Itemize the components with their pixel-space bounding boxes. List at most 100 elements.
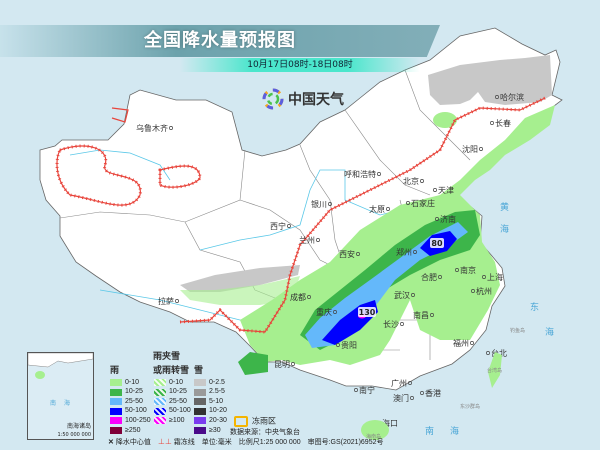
city-label: 哈尔滨	[500, 92, 524, 102]
footer-map-number: 审图号:GS(2021)6952号	[307, 439, 384, 446]
city-marker	[333, 310, 337, 314]
legend-item-label: 100-250	[125, 416, 151, 424]
footer-unit: 单位:毫米	[201, 439, 232, 446]
city-marker	[307, 295, 311, 299]
city-label: 拉萨	[158, 296, 174, 306]
footer-center-value: ✕ 降水中心值	[108, 439, 151, 446]
taiwan-island	[488, 352, 502, 388]
city-marker	[411, 293, 415, 297]
legend-swatch	[194, 417, 206, 425]
city-marker	[386, 207, 390, 211]
legend-rain-title: 雨	[110, 365, 120, 375]
city-marker	[316, 238, 320, 242]
inset-label: 南海诸岛	[66, 423, 91, 430]
legend-item-label: 10-25	[125, 388, 143, 396]
city-marker	[408, 381, 412, 385]
legend-snow-title: 雪	[194, 365, 204, 375]
city-label: 昆明	[274, 360, 290, 369]
legend-item-label: 10-20	[209, 407, 227, 415]
sea-label: 南	[425, 425, 434, 437]
city-marker	[470, 341, 474, 345]
city-label: 重庆	[316, 307, 332, 317]
island-label: 台湾岛	[487, 367, 502, 374]
legend-swatch	[110, 407, 122, 415]
data-source: 数据来源：中央气象台	[230, 429, 300, 436]
city-marker	[490, 121, 494, 125]
city-label: 海口	[382, 418, 398, 428]
city-marker	[455, 268, 459, 272]
legend-item-label: 20-30	[209, 416, 227, 424]
city-label: 北京	[403, 176, 419, 186]
legend-item-label: 25-50	[169, 397, 187, 405]
city-label: 台北	[491, 348, 507, 358]
city-marker	[377, 172, 381, 176]
city-marker	[328, 202, 332, 206]
city-marker	[433, 188, 437, 192]
city-label: 郑州	[396, 247, 412, 257]
snow-area-tibet	[180, 265, 300, 292]
freezing-rain-swatch	[234, 416, 248, 427]
legend-swatch	[110, 398, 122, 406]
city-label: 长春	[495, 118, 511, 128]
legend-swatch	[154, 407, 166, 415]
legend-item-label: 50-100	[125, 407, 147, 415]
legend-item-label: ≥250	[125, 426, 141, 434]
city-label: 沈阳	[462, 144, 478, 154]
max-value-label-1: 80	[430, 238, 444, 248]
sea-label: 黄	[500, 201, 509, 213]
city-label: 南京	[460, 265, 476, 275]
island-label: 海南岛	[366, 433, 381, 440]
rain-0-10-area	[240, 105, 555, 365]
footer-scale: 比例尺1:25 000 000	[238, 439, 301, 446]
city-marker	[479, 147, 483, 151]
city-label: 福州	[453, 339, 469, 348]
legend-swatch	[110, 388, 122, 396]
legend-item-label: ≥100	[169, 416, 185, 424]
city-label: 香港	[425, 388, 441, 398]
city-marker	[413, 250, 417, 254]
footer-frost-line: ⊥⊥ 霜冻线	[157, 439, 195, 446]
city-marker	[400, 322, 404, 326]
legend-swatch	[110, 417, 122, 425]
city-label: 武汉	[394, 290, 410, 300]
legend-item-label: 0-2.5	[209, 378, 225, 386]
legend-item-label: ≥30	[209, 426, 221, 434]
city-label: 太原	[369, 204, 385, 214]
legend-swatch	[154, 398, 166, 406]
logo-icon	[262, 88, 284, 110]
city-label: 合肥	[421, 272, 437, 282]
sleet-area-tibet	[180, 276, 300, 305]
city-marker	[410, 396, 414, 400]
legend-swatch	[154, 388, 166, 396]
city-label: 呼和浩特	[344, 169, 376, 179]
city-label: 长沙	[383, 319, 399, 329]
legend-sleet-title: 雨夹雪	[153, 351, 181, 361]
legend-swatch	[194, 388, 206, 396]
legend-freezing-rain: 冻雨区	[234, 416, 276, 427]
city-label: 乌鲁木齐	[136, 123, 168, 133]
city-marker	[169, 126, 173, 130]
city-marker	[438, 275, 442, 279]
island-label: 钓鱼岛	[510, 327, 525, 334]
city-label: 南昌	[413, 310, 429, 320]
frost-line-icon: ⊥⊥	[157, 439, 172, 446]
city-marker	[495, 95, 499, 99]
legend-swatch	[110, 379, 122, 386]
legend-swatch	[154, 379, 166, 386]
city-label: 天津	[438, 185, 454, 195]
city-label: 成都	[290, 292, 306, 302]
title-banner	[0, 25, 440, 57]
legend-swatch	[154, 417, 166, 425]
legend-swatch	[194, 398, 206, 406]
city-label: 贵阳	[341, 340, 357, 350]
city-label: 西宁	[270, 221, 286, 231]
sea-label: 海	[545, 326, 554, 338]
city-label: 澳门	[393, 393, 409, 403]
rain-10-25-area-yunnan	[238, 352, 268, 375]
legend-item-label: 0-10	[169, 378, 184, 386]
legend-swatch	[194, 427, 206, 434]
logo-text: 中国天气	[288, 92, 344, 108]
freezing-rain-label: 冻雨区	[252, 416, 276, 426]
legend-item-label: 25-50	[125, 397, 143, 405]
